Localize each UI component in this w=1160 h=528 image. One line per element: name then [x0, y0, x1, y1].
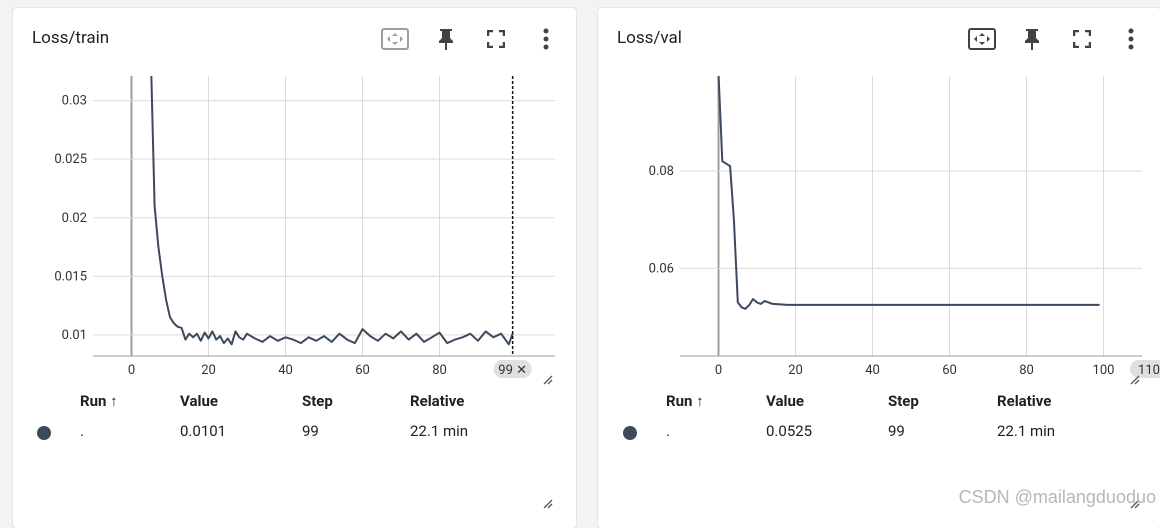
hover-step-chip [1130, 360, 1160, 378]
x-tick-label: 60 [942, 363, 957, 378]
fullscreen-button[interactable] [481, 24, 511, 54]
run-name-cell: . [80, 422, 84, 440]
y-tick-label: 0.03 [62, 94, 87, 109]
y-tick-label: 0.025 [54, 152, 87, 167]
more-options-button[interactable] [531, 24, 561, 54]
fit-domain-icon [968, 28, 996, 50]
value-column-header[interactable]: Value [766, 392, 804, 410]
run-color-dot [37, 426, 51, 440]
value-column-header[interactable]: Value [180, 392, 218, 410]
x-tick-label: 60 [355, 363, 370, 378]
more-options-button[interactable] [1116, 24, 1146, 54]
card-title: Loss/val [617, 28, 682, 48]
y-tick-label: 0.01 [62, 328, 87, 343]
relative-cell: 22.1 min [410, 422, 469, 440]
more-vert-icon [1128, 28, 1134, 50]
step-column-header[interactable]: Step [302, 392, 333, 410]
more-vert-icon [543, 28, 549, 50]
card-title: Loss/train [32, 28, 110, 48]
x-tick-label: 40 [278, 363, 293, 378]
hover-step-chip [493, 360, 532, 378]
relative-column-header[interactable]: Relative [410, 392, 465, 410]
fullscreen-icon [1073, 30, 1091, 48]
chart-resize-handle[interactable] [542, 374, 554, 386]
run-color-dot [623, 426, 637, 440]
line-chart-loss-val[interactable]: 0 20 40 60 80 100 0.06 0.08 110 [598, 63, 1160, 393]
value-cell: 0.0525 [766, 422, 813, 440]
pin-icon [439, 29, 453, 50]
series-line [717, 76, 1100, 310]
hover-step-label: 110 [1138, 363, 1160, 378]
relative-column-header[interactable]: Relative [997, 392, 1052, 410]
x-tick-label: 100 [1093, 363, 1115, 378]
step-column-header[interactable]: Step [888, 392, 919, 410]
card-resize-handle[interactable] [542, 498, 554, 510]
watermark-text: CSDN @mailangduoduo [958, 487, 1156, 507]
fit-domain-button[interactable] [380, 24, 410, 54]
scalar-card-loss-train: Loss/train 0 20 40 60 80 0.01 0.015 0.02 0.025 0.… [13, 8, 576, 528]
y-tick-label: 0.015 [54, 269, 87, 284]
fullscreen-button[interactable] [1067, 24, 1097, 54]
step-cell: 99 [302, 422, 319, 440]
y-tick-label: 0.02 [62, 211, 87, 226]
fit-domain-button[interactable] [967, 24, 997, 54]
value-cell: 0.0101 [180, 422, 227, 440]
x-tick-label: 0 [715, 363, 722, 378]
fullscreen-icon [487, 30, 505, 48]
scalar-card-loss-val: Loss/val 0 20 40 60 80 100 0.06 0.08 110 Run ↑ V… [598, 8, 1160, 528]
series-line [150, 76, 514, 346]
pin-button[interactable] [1017, 24, 1047, 54]
x-tick-label: 80 [1019, 363, 1034, 378]
line-chart-loss-train[interactable]: 0 20 40 60 80 0.01 0.015 0.02 0.025 0.03 99 ✕ [13, 63, 576, 393]
pin-button[interactable] [431, 24, 461, 54]
card-resize-handle[interactable] [1129, 498, 1141, 510]
x-tick-label: 40 [865, 363, 880, 378]
x-tick-label: 80 [432, 363, 447, 378]
x-tick-label: 20 [788, 363, 803, 378]
chart-resize-handle[interactable] [1129, 374, 1141, 386]
run-column-header[interactable]: Run ↑ [666, 392, 704, 410]
x-tick-label: 20 [201, 363, 216, 378]
fit-domain-icon [381, 28, 409, 50]
hover-step-label: 99 ✕ [498, 363, 527, 378]
pin-icon [1025, 29, 1039, 50]
x-tick-label: 0 [128, 363, 135, 378]
y-tick-label: 0.06 [649, 261, 674, 276]
step-cell: 99 [888, 422, 905, 440]
run-name-cell: . [666, 422, 670, 440]
relative-cell: 22.1 min [997, 422, 1056, 440]
y-tick-label: 0.08 [649, 164, 674, 179]
run-column-header[interactable]: Run ↑ [80, 392, 118, 410]
